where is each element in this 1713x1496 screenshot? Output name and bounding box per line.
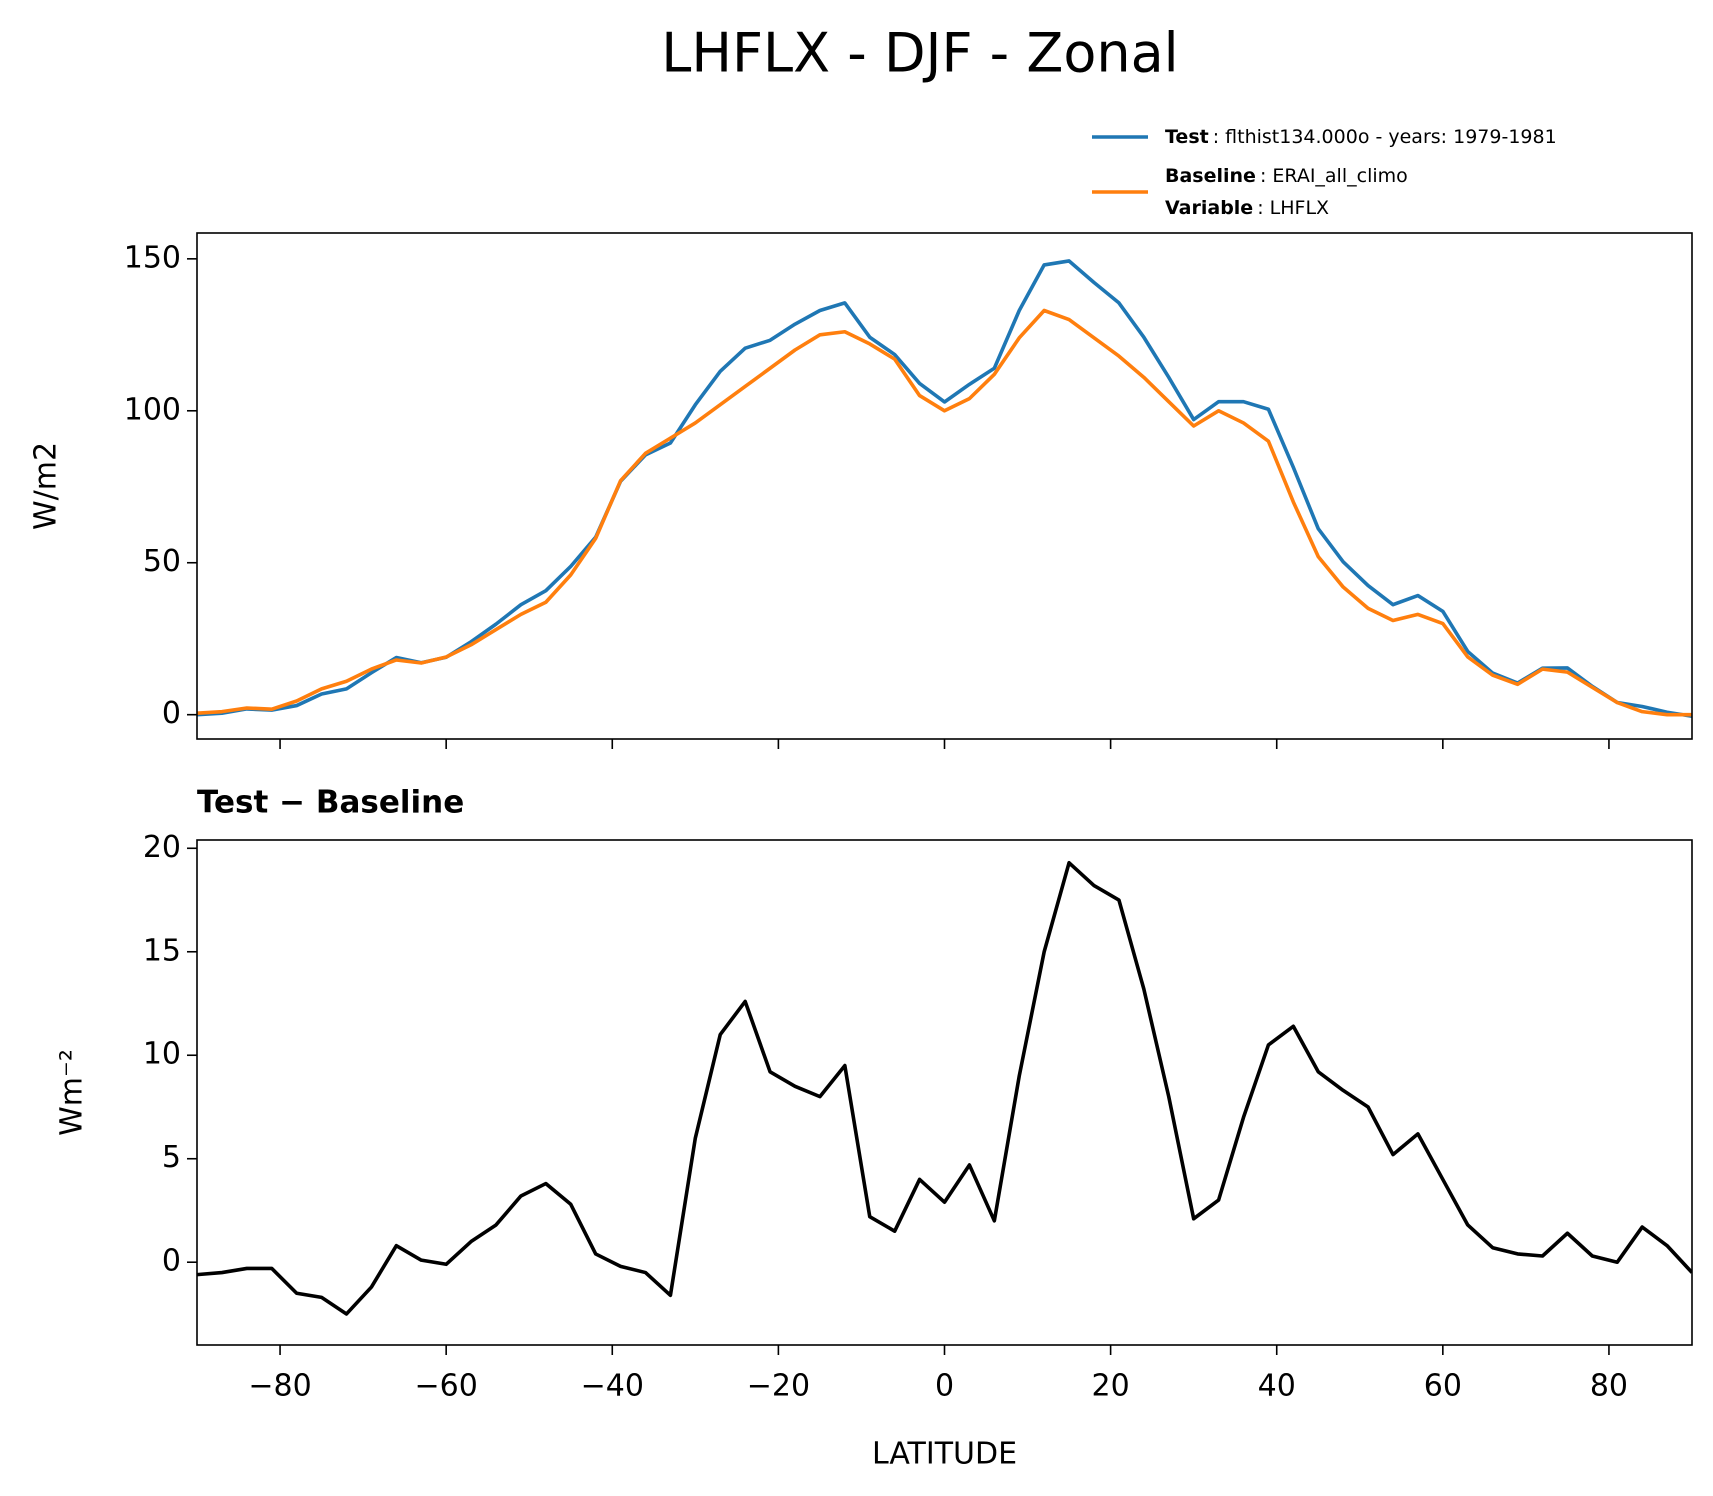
y-tick-label: 15: [143, 933, 181, 968]
legend-entry: Baseline: ERAI_all_climo: [1165, 165, 1408, 187]
legend-entry: Variable: LHFLX: [1165, 197, 1329, 219]
series-line: [197, 860, 1692, 1316]
x-tick-label: 80: [1590, 1369, 1628, 1404]
series-line: [197, 308, 1692, 717]
y-axis-label: W/m2: [29, 442, 64, 530]
x-tick-label: −80: [248, 1369, 311, 1404]
x-axis-label: LATITUDE: [872, 1437, 1017, 1472]
figure-title: LHFLX - DJF - Zonal: [661, 22, 1178, 85]
x-tick-label: 0: [935, 1369, 954, 1404]
legend-entry: Test: flthist134.000o - years: 1979-1981: [1165, 126, 1557, 148]
legend-description: : LHFLX: [1257, 197, 1329, 219]
legend-description: : ERAI_all_climo: [1260, 165, 1408, 187]
legend-name: Baseline: [1165, 165, 1256, 187]
y-tick-label: 50: [143, 544, 181, 579]
y-tick-label: 10: [143, 1037, 181, 1072]
axes-frame: [196, 839, 1693, 1346]
x-tick-label: −60: [415, 1369, 478, 1404]
y-tick-label: 150: [124, 240, 181, 275]
y-tick-label: 0: [162, 696, 181, 731]
x-tick-label: 20: [1092, 1369, 1130, 1404]
legend-name: Test: [1165, 126, 1209, 148]
legend-description: : flthist134.000o - years: 1979-1981: [1213, 126, 1557, 148]
x-tick-label: 60: [1424, 1369, 1462, 1404]
x-tick-label: −20: [747, 1369, 810, 1404]
legend-name: Variable: [1165, 197, 1253, 219]
y-tick-label: 100: [124, 392, 181, 427]
axes-frame: [196, 232, 1693, 740]
axes-title: Test − Baseline: [197, 785, 464, 821]
y-tick-label: 0: [162, 1244, 181, 1279]
y-tick-label: 20: [143, 830, 181, 865]
y-tick-label: 5: [162, 1140, 181, 1175]
y-axis-label: Wm⁻²: [55, 1049, 90, 1136]
x-tick-label: −40: [581, 1369, 644, 1404]
x-tick-label: 40: [1258, 1369, 1296, 1404]
